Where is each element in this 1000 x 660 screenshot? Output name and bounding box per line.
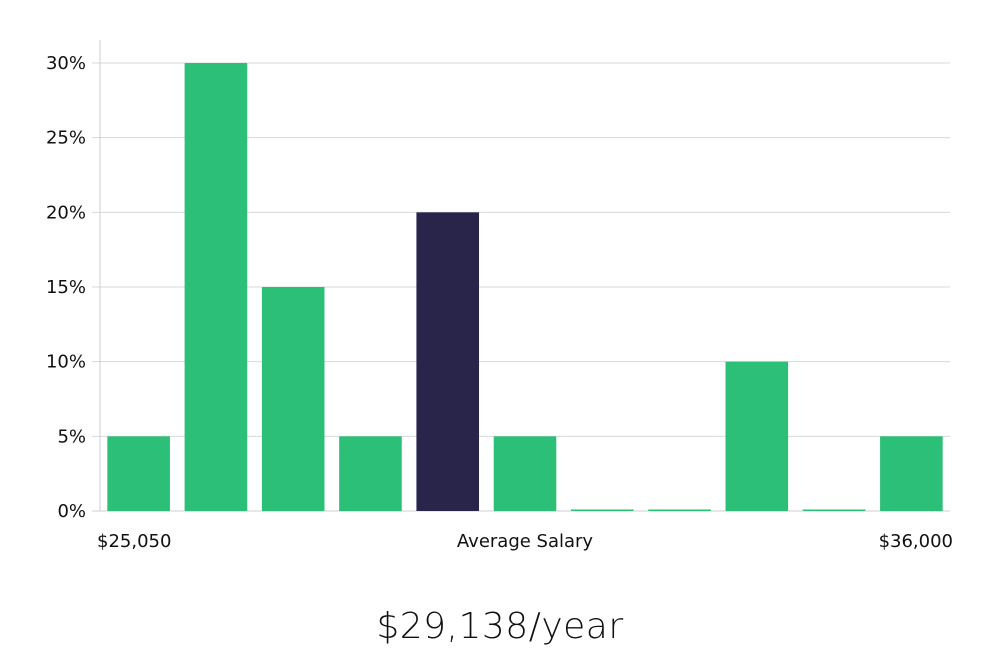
- y-tick-label: 30%: [46, 53, 86, 74]
- average-salary-summary: $29,138/year: [376, 606, 624, 647]
- y-tick-labels: 0% 5% 10% 15% 20% 25% 30%: [46, 53, 86, 522]
- bar: [261, 287, 325, 511]
- y-tick-label: 25%: [46, 128, 86, 149]
- x-axis-label: Average Salary: [457, 531, 594, 552]
- bar: [493, 436, 557, 511]
- y-tick-label: 10%: [46, 352, 86, 373]
- y-tick-label: 5%: [57, 426, 86, 447]
- bar-highlighted: [416, 212, 480, 511]
- bars: [107, 63, 943, 511]
- bar: [880, 436, 943, 511]
- bar: [570, 509, 634, 511]
- y-tick-label: 15%: [46, 277, 86, 298]
- bar: [725, 361, 789, 511]
- x-end-label: $36,000: [879, 531, 953, 552]
- x-start-label: $25,050: [97, 531, 171, 552]
- y-tick-label: 20%: [46, 202, 86, 223]
- bar: [648, 509, 711, 511]
- bar: [107, 436, 170, 511]
- y-tick-label: 0%: [57, 501, 86, 522]
- bar: [339, 436, 402, 511]
- bar: [802, 509, 866, 511]
- bar: [184, 63, 248, 511]
